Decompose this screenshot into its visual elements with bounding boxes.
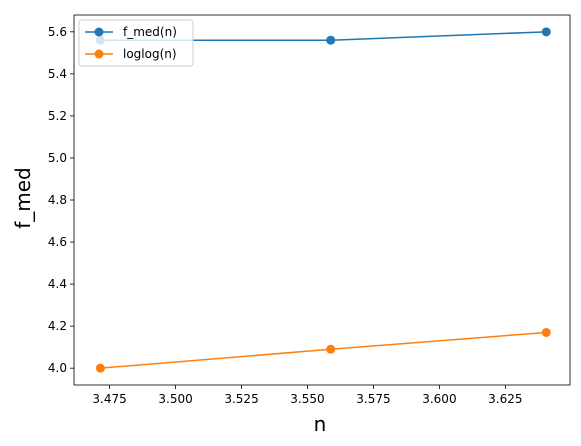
x-axis-label: n [314, 412, 327, 436]
data-point [95, 363, 105, 373]
legend-label: loglog(n) [123, 47, 177, 61]
data-point [541, 327, 551, 337]
legend-label: f_med(n) [123, 25, 177, 39]
legend-marker [94, 27, 104, 37]
axes-frame [73, 14, 571, 386]
y-tick-label: 4.6 [48, 235, 67, 249]
y-tick-label: 5.0 [48, 151, 67, 165]
y-tick-label: 5.4 [48, 67, 67, 81]
legend-marker [94, 49, 104, 59]
x-tick-label: 3.575 [356, 392, 390, 406]
x-tick-label: 3.500 [158, 392, 192, 406]
y-tick-label: 4.8 [48, 193, 67, 207]
x-tick-label: 3.525 [224, 392, 258, 406]
plot-area: 3.475 3.500 3.525 3.550 3.575 3.600 3.625 4.0 4.… [48, 14, 571, 406]
x-tick-label: 3.550 [290, 392, 324, 406]
y-tick-label: 4.2 [48, 319, 67, 333]
y-tick-label: 5.2 [48, 109, 67, 123]
x-tick-label: 3.600 [422, 392, 456, 406]
y-tick-label: 4.4 [48, 277, 67, 291]
y-axis-label: f_med [11, 167, 35, 229]
y-tick-label: 5.6 [48, 25, 67, 39]
x-tick-label: 3.475 [92, 392, 126, 406]
data-point [326, 35, 336, 45]
data-point [541, 27, 551, 37]
y-tick-label: 4.0 [48, 361, 67, 375]
x-tick-label: 3.625 [488, 392, 522, 406]
data-point [326, 344, 336, 354]
